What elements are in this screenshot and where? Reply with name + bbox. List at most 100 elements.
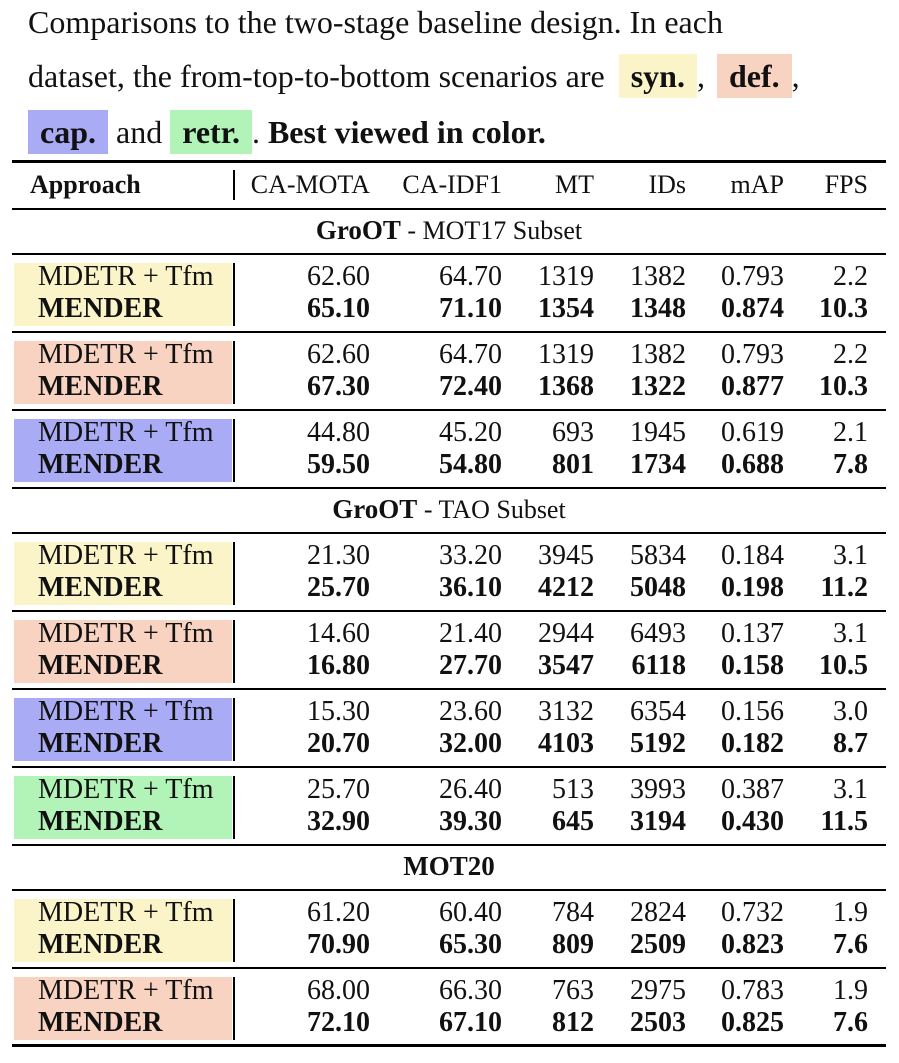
cell-approach: MENDER [38,293,163,324]
caption-and: and [116,114,163,150]
cell-map: 0.793 [721,339,784,370]
cell-map: 0.783 [721,975,784,1006]
cell-mt: 1354 [538,293,594,324]
scenario-swatch-syn [14,263,232,326]
approach-column-separator [233,899,235,962]
cell-fps: 10.3 [819,371,868,402]
cell-map: 0.732 [721,897,784,928]
cell-ids: 2503 [630,1007,686,1038]
section-rule [12,253,886,255]
cell-approach: MDETR + Tfm [38,618,214,649]
cell-ca-idf1: 60.40 [439,897,502,928]
cell-mt: 693 [552,417,594,448]
cell-mt: 3945 [538,540,594,571]
cell-approach: MDETR + Tfm [38,774,214,805]
cell-map: 0.688 [721,449,784,480]
cell-mt: 1319 [538,339,594,370]
cell-map: 0.619 [721,417,784,448]
header-ca-idf1: CA-IDF1 [402,170,502,199]
cell-ca-mota: 15.30 [307,696,370,727]
cell-mt: 784 [552,897,594,928]
cell-ca-idf1: 64.70 [439,339,502,370]
scenario-swatch-def [14,977,232,1040]
cell-ids: 1348 [630,293,686,324]
approach-column-separator [233,263,235,326]
caption-line-2: dataset, the from-top-to-bottom scenario… [28,54,800,98]
cell-ids: 3194 [630,806,686,837]
cell-map: 0.184 [721,540,784,571]
cell-ca-idf1: 66.30 [439,975,502,1006]
cell-fps: 3.1 [833,618,868,649]
cell-ids: 6118 [631,650,686,681]
cell-ca-mota: 62.60 [307,261,370,292]
cell-mt: 2944 [538,618,594,649]
cell-ids: 2824 [630,897,686,928]
cell-ca-idf1: 54.80 [439,449,502,480]
approach-column-separator [233,698,235,761]
cell-approach: MDETR + Tfm [38,339,214,370]
cell-ca-idf1: 21.40 [439,618,502,649]
cell-ca-mota: 20.70 [307,728,370,759]
cell-fps: 2.1 [833,417,868,448]
table-top-rule [12,160,886,163]
cell-fps: 7.6 [833,929,868,960]
cell-fps: 3.1 [833,540,868,571]
cell-ids: 1945 [630,417,686,448]
cell-fps: 11.5 [820,806,868,837]
header-bottom-rule [12,208,886,210]
cell-ca-idf1: 36.10 [439,572,502,603]
cell-approach: MENDER [38,1007,163,1038]
cell-map: 0.793 [721,261,784,292]
cell-ca-idf1: 23.60 [439,696,502,727]
approach-column-separator [233,542,235,605]
cell-ids: 2509 [630,929,686,960]
table-bottom-rule [12,1044,886,1047]
caption-comma: , [696,58,705,94]
section-title-dataset: MOT20 [403,851,495,881]
cell-mt: 645 [552,806,594,837]
cell-fps: 10.5 [819,650,868,681]
legend-chip-def: def. [716,54,792,98]
cell-fps: 3.0 [833,696,868,727]
cell-fps: 2.2 [833,339,868,370]
cell-ca-mota: 14.60 [307,618,370,649]
cell-ca-idf1: 39.30 [439,806,502,837]
cell-ca-idf1: 26.40 [439,774,502,805]
group-rule [12,967,886,969]
cell-ids: 1734 [630,449,686,480]
header-mt: MT [555,170,594,199]
cell-ids: 5192 [630,728,686,759]
cell-ca-mota: 16.80 [307,650,370,681]
approach-column-separator [233,620,235,683]
cell-ids: 6493 [630,618,686,649]
group-rule [12,844,886,846]
cell-fps: 8.7 [833,728,868,759]
cell-map: 0.156 [721,696,784,727]
cell-mt: 1368 [538,371,594,402]
cell-approach: MDETR + Tfm [38,696,214,727]
cell-approach: MDETR + Tfm [38,975,214,1006]
cell-approach: MENDER [38,728,163,759]
cell-approach: MENDER [38,371,163,402]
cell-map: 0.137 [721,618,784,649]
cell-mt: 801 [552,449,594,480]
cell-ids: 5048 [630,572,686,603]
cell-mt: 4212 [538,572,594,603]
cell-map: 0.430 [721,806,784,837]
cell-ca-mota: 70.90 [307,929,370,960]
cell-approach: MENDER [38,650,163,681]
caption-comma: , [791,58,800,94]
section-title: MOT20 [12,847,886,886]
cell-fps: 3.1 [833,774,868,805]
cell-ca-mota: 62.60 [307,339,370,370]
section-rule [12,889,886,891]
cell-map: 0.823 [721,929,784,960]
scenario-swatch-syn [14,899,232,962]
cell-ca-mota: 68.00 [307,975,370,1006]
cell-ca-mota: 44.80 [307,417,370,448]
cell-ids: 6354 [630,696,686,727]
legend-chip-retr: retr. [170,110,252,154]
cell-approach: MENDER [38,449,163,480]
cell-ca-idf1: 33.20 [439,540,502,571]
caption-text: dataset, the from-top-to-bottom scenario… [28,58,605,94]
